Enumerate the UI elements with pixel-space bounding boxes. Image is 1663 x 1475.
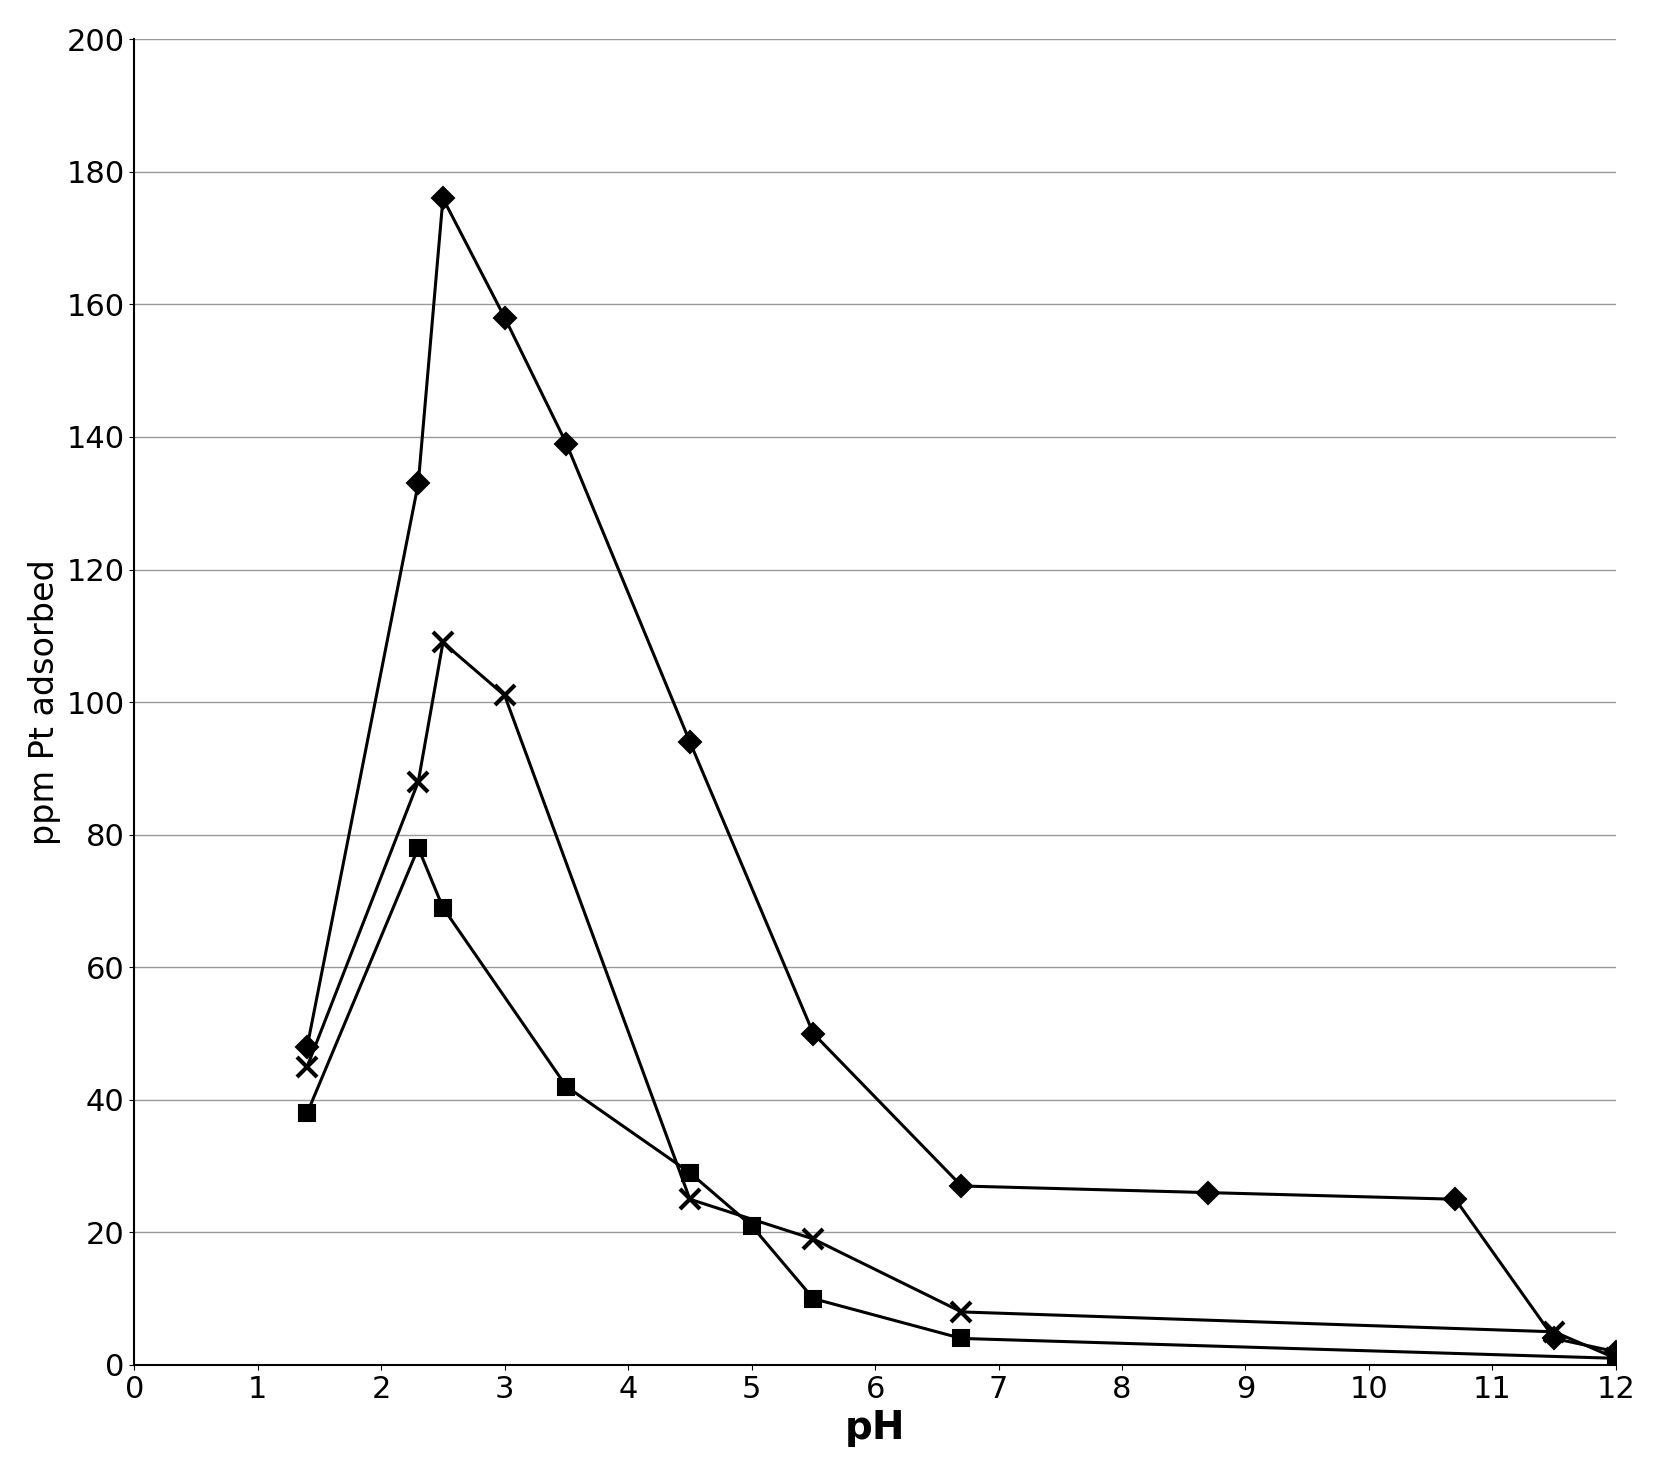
X-axis label: pH: pH (845, 1409, 905, 1447)
Y-axis label: ppm Pt adsorbed: ppm Pt adsorbed (28, 559, 62, 845)
